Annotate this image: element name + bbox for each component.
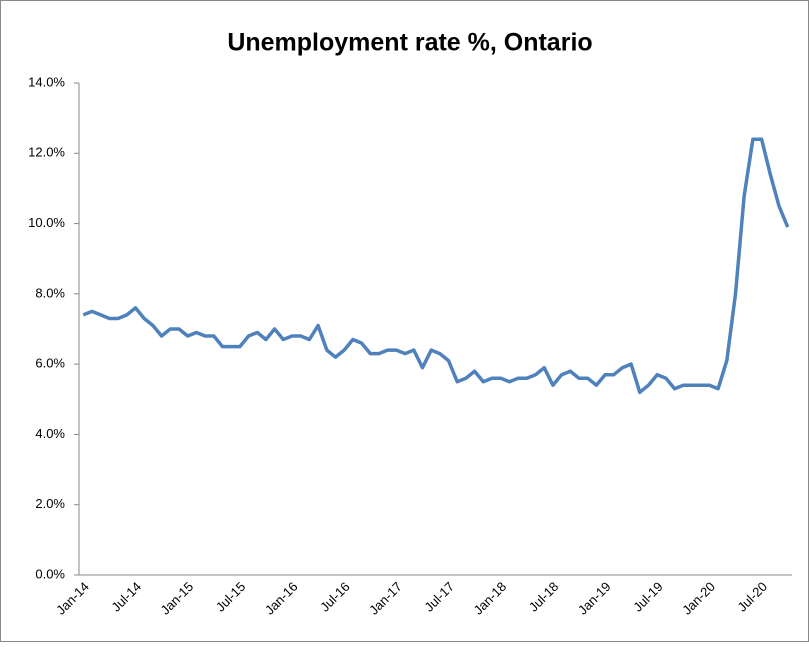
data-line	[82, 137, 790, 395]
y-tick-label: 8.0%	[35, 285, 65, 300]
y-tick-label: 10.0%	[28, 215, 65, 230]
y-tick-label: 0.0%	[35, 566, 65, 581]
y-tick-label: 14.0%	[28, 74, 65, 89]
y-tick-label: 12.0%	[28, 145, 65, 160]
chart-title: Unemployment rate %, Ontario	[227, 29, 592, 57]
y-tick-label: 6.0%	[35, 356, 65, 371]
y-tick-label: 4.0%	[35, 426, 65, 441]
y-tick-label: 2.0%	[35, 496, 65, 511]
